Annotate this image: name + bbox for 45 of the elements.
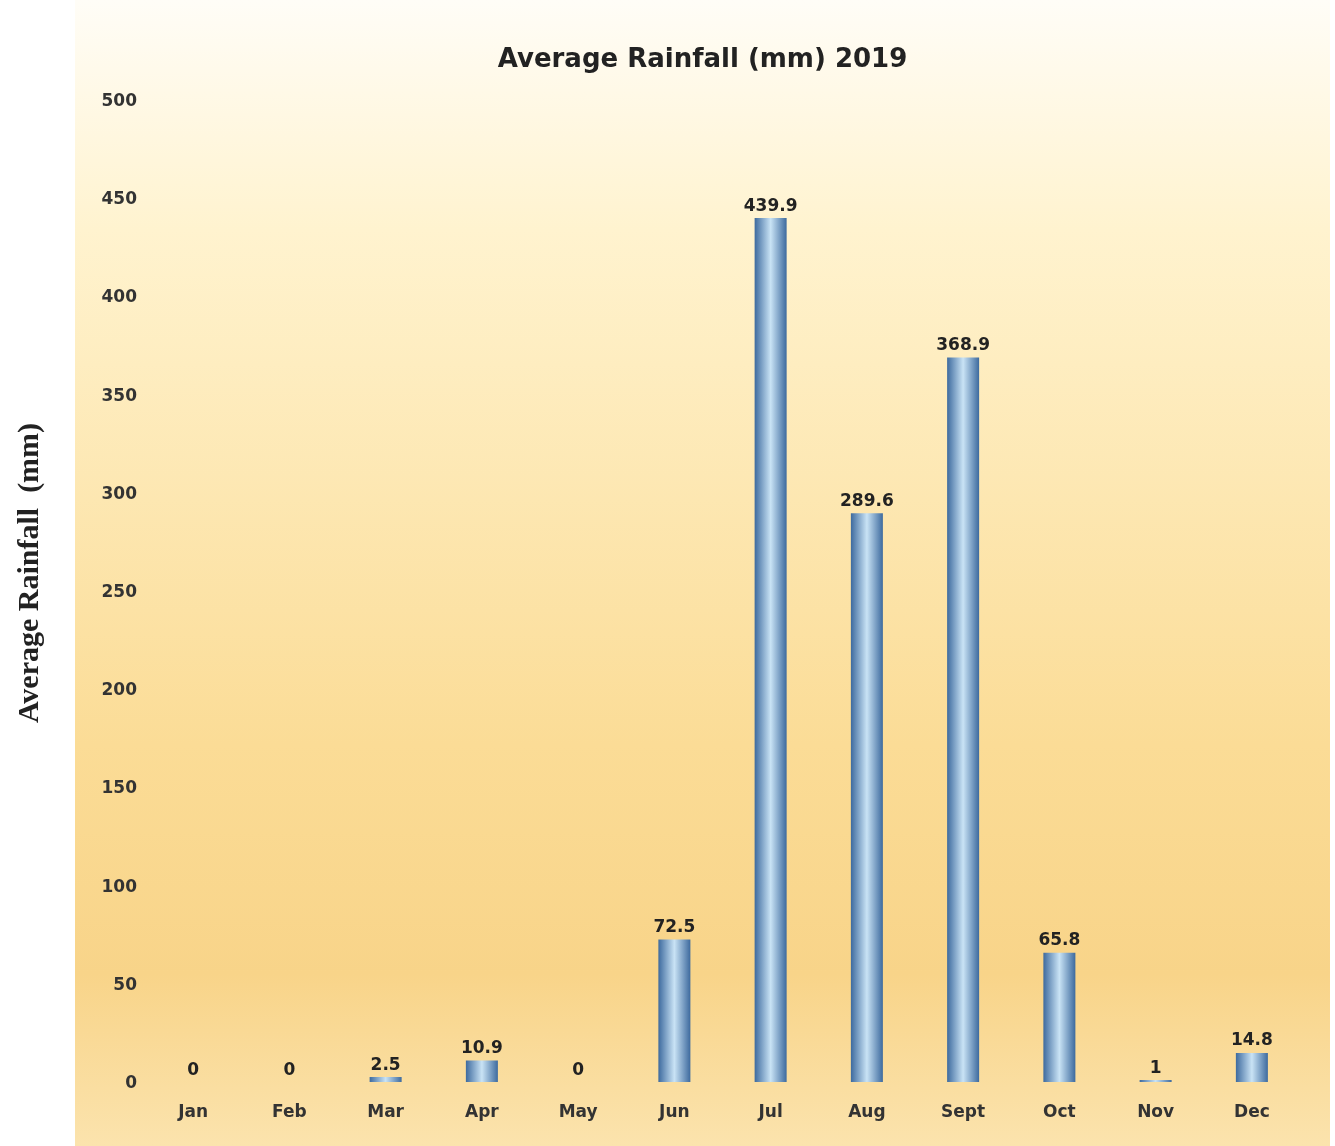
data-label: 10.9 [460, 1037, 503, 1058]
bar [465, 1060, 498, 1082]
x-tick-label: Nov [1137, 1100, 1175, 1121]
y-tick-label: 450 [101, 188, 138, 209]
data-label: 0 [187, 1058, 200, 1079]
data-label: 1 [1149, 1056, 1162, 1077]
data-label: 0 [283, 1058, 296, 1079]
data-label: 72.5 [653, 916, 696, 937]
x-tick-label: Jun [658, 1100, 690, 1121]
y-tick-label: 50 [113, 973, 138, 994]
x-tick-label: Dec [1234, 1100, 1270, 1121]
y-tick-label: 500 [101, 90, 138, 110]
y-tick-label: 350 [101, 384, 138, 405]
x-tick-label: Aug [848, 1100, 886, 1121]
x-tick-label: Apr [465, 1100, 500, 1121]
y-axis-title: Average Rainfall (mm) [10, 422, 45, 724]
data-label: 65.8 [1038, 929, 1081, 950]
y-tick-label: 400 [101, 286, 138, 307]
data-label: 368.9 [936, 333, 991, 354]
x-tick-label: Mar [367, 1100, 405, 1121]
data-label: 14.8 [1230, 1029, 1273, 1050]
data-label: 289.6 [839, 489, 894, 510]
x-tick-label: Oct [1043, 1100, 1076, 1121]
y-tick-label: 100 [101, 875, 138, 896]
x-tick-label: Jan [177, 1100, 209, 1121]
data-label: 0 [572, 1058, 585, 1079]
x-tick-label: Feb [272, 1100, 307, 1121]
data-label: 2.5 [370, 1053, 401, 1074]
y-tick-label: 150 [101, 777, 138, 798]
x-tick-label: Sept [941, 1100, 986, 1121]
bar [754, 218, 787, 1082]
chart-title: Average Rainfall (mm) 2019 [497, 43, 908, 73]
bar [369, 1077, 402, 1082]
x-tick-label: Jul [757, 1100, 783, 1121]
bar [850, 513, 883, 1082]
bar [658, 939, 691, 1082]
y-tick-label: 300 [101, 482, 138, 503]
bar [1043, 952, 1076, 1082]
data-label: 439.9 [743, 194, 798, 215]
y-tick-label: 250 [101, 581, 138, 601]
y-tick-label: 0 [125, 1072, 138, 1092]
bar [1235, 1052, 1268, 1082]
bar [947, 357, 980, 1082]
y-tick-label: 200 [101, 679, 138, 700]
x-tick-label: May [558, 1100, 598, 1121]
